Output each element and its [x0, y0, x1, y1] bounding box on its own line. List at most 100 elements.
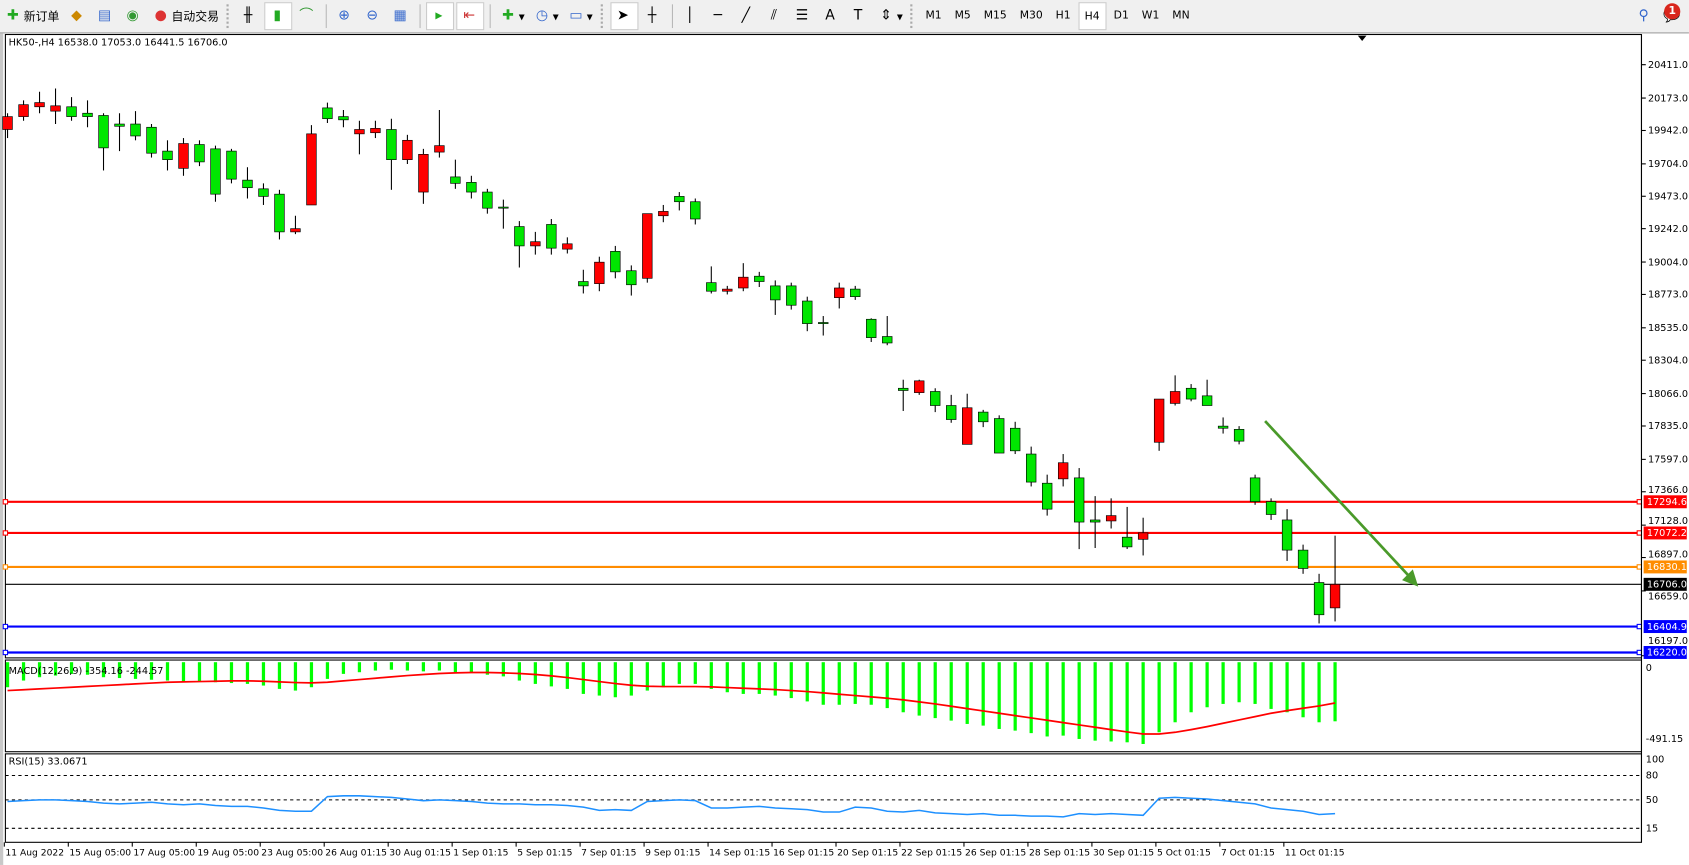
macd-signal-line	[7, 671, 1336, 735]
time-label: 11 Oct 01:15	[1285, 847, 1345, 858]
candle-down	[1185, 387, 1197, 400]
timeframe-m15[interactable]: M15	[983, 9, 1007, 22]
zoom-in-button[interactable]: ⊕	[332, 3, 358, 29]
timeframe-m5[interactable]: M5	[954, 9, 971, 22]
periods-button[interactable]: ◷ ▾	[530, 3, 562, 29]
candle-down	[274, 193, 285, 233]
line-chart-icon: ⌒	[299, 7, 314, 24]
candle-down	[194, 144, 205, 163]
chart-shift-button[interactable]: ⇤	[456, 2, 485, 31]
timeframe-m1[interactable]: M1	[925, 9, 942, 22]
candle-down	[498, 206, 509, 209]
rsi-label: RSI(15) 33.0671	[8, 757, 88, 768]
line-handle	[1636, 623, 1643, 630]
horizontal-line-button[interactable]: ─	[706, 3, 732, 29]
zoom-out-button[interactable]: ⊖	[360, 3, 386, 29]
add-indicator-icon: ✚	[502, 7, 514, 24]
auto-trading-button[interactable]: ● 自动交易	[149, 3, 222, 29]
macd-bar	[629, 662, 633, 696]
signal-button[interactable]: ◉	[121, 3, 147, 29]
candle-up	[370, 128, 381, 134]
macd-bar	[453, 662, 458, 673]
price-tick-label: 18535.0	[1648, 323, 1688, 334]
macd-bar	[1173, 662, 1177, 723]
toolbar: ✚ 新订单 ◆ ▤ ◉ ● 自动交易 ╫ ▮ ⌒ ⊕ ⊖ ▦ ▸ ⇤ ✚ ▾ ◷ ▾ ▭…	[0, 0, 1689, 34]
macd-bar	[85, 662, 90, 675]
line-chart-button[interactable]: ⌒	[294, 3, 320, 29]
candle-down	[626, 270, 637, 286]
tile-windows-button[interactable]: ▦	[388, 3, 414, 29]
macd-bar	[533, 662, 537, 684]
trendline-button[interactable]: ╱	[734, 3, 760, 29]
candle-down	[82, 112, 93, 117]
left-edge	[0, 33, 4, 865]
fibonacci-button[interactable]: ☰	[790, 3, 816, 29]
price-tag	[1643, 577, 1687, 591]
candle-down	[338, 116, 349, 121]
candle-down	[98, 115, 109, 149]
cursor-button[interactable]: ➤	[609, 2, 639, 31]
crosshair-icon: ┼	[647, 7, 657, 24]
tile-icon: ▦	[393, 7, 407, 24]
rsi-tick-label: 15	[1646, 824, 1658, 835]
price-tick-label: 20173.0	[1648, 93, 1688, 104]
macd-bar	[101, 662, 106, 678]
candle-down	[466, 182, 477, 193]
candle-down	[130, 123, 141, 137]
macd-bar	[773, 662, 777, 696]
macd-tick-label: -491.15	[1646, 734, 1683, 745]
price-tag	[1643, 526, 1687, 540]
text-button[interactable]: A	[818, 3, 844, 29]
price-tick-label: 18773.0	[1648, 290, 1688, 301]
timeframe-h4[interactable]: H4	[1078, 2, 1107, 31]
candle-down	[818, 322, 829, 324]
text-label-button[interactable]: T	[846, 3, 872, 29]
macd-bar	[757, 662, 761, 694]
time-label: 7 Oct 01:15	[1221, 847, 1275, 858]
candle-down	[1201, 395, 1213, 406]
templates-button[interactable]: ▭ ▾	[569, 7, 593, 24]
price-tick-label: 16897.0	[1648, 550, 1688, 561]
crosshair-button[interactable]: ┼	[640, 3, 666, 29]
candle-down	[802, 300, 813, 324]
new-order-icon: ✚	[7, 7, 19, 24]
navigator-button[interactable]: ▤	[93, 3, 119, 29]
macd-bar	[213, 662, 218, 683]
candle-down	[1297, 549, 1309, 569]
timeframe-mn[interactable]: MN	[1172, 9, 1190, 22]
candle-down	[1041, 482, 1053, 510]
vertical-line-button[interactable]: │	[678, 3, 704, 29]
candle-down	[1265, 501, 1277, 515]
candle-down	[866, 318, 877, 338]
bar-chart-button[interactable]: ╫	[236, 3, 262, 29]
macd-bar	[357, 662, 362, 673]
macd-bar	[1285, 662, 1289, 713]
time-label: 23 Aug 05:00	[261, 847, 323, 858]
time-label: 19 Aug 05:00	[197, 847, 259, 858]
arrows-button[interactable]: ⇕ ▾	[874, 3, 906, 29]
timeframe-d1[interactable]: D1	[1113, 9, 1129, 22]
market-watch-button[interactable]: ◆	[65, 3, 91, 29]
timeframe-h1[interactable]: H1	[1055, 9, 1071, 22]
timeframe-w1[interactable]: W1	[1141, 9, 1160, 22]
macd-bar	[1045, 662, 1049, 737]
candle-down	[978, 411, 989, 423]
macd-bar	[309, 662, 314, 688]
indicators-button[interactable]: ✚ ▾	[496, 3, 528, 29]
macd-bar	[805, 662, 809, 702]
search-button[interactable]: ⚲	[1632, 3, 1658, 29]
price-chart[interactable]: 20411.0 20173.0 19942.0 19704.0 19473.0 19242…	[0, 33, 1689, 865]
auto-scroll-button[interactable]: ▸	[426, 2, 455, 31]
price-tick-label: 16197.0	[1648, 636, 1688, 647]
equidistant-channel-button[interactable]: ⫽	[762, 3, 788, 29]
timeframe-m30[interactable]: M30	[1019, 9, 1043, 22]
rsi-tick-label: 80	[1646, 771, 1658, 782]
time-label: 11 Aug 2022	[5, 847, 64, 858]
candle-up	[642, 213, 653, 279]
candle-down	[146, 126, 157, 154]
new-order-button[interactable]: ✚ 新订单	[1, 3, 62, 29]
macd-bar	[645, 662, 649, 691]
candle-down	[482, 191, 493, 209]
price-tag-label: 16706.0	[1647, 580, 1687, 591]
candlestick-button[interactable]: ▮	[264, 2, 293, 31]
